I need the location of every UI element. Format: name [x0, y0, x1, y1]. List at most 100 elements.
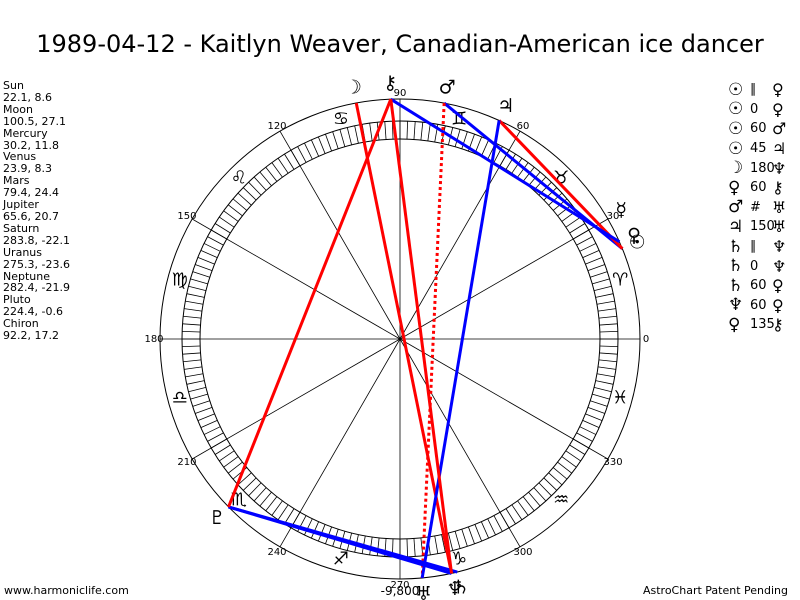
aspect-planet-2: ♆ — [772, 256, 787, 276]
footer-website[interactable]: www.harmoniclife.com — [4, 584, 129, 597]
degree-tick — [184, 308, 203, 312]
degree-tick — [186, 380, 205, 385]
aspect-line — [354, 102, 454, 574]
position-value: 224.4, -0.6 — [3, 305, 63, 319]
degree-tick — [441, 534, 446, 553]
degree-tick — [182, 323, 201, 326]
degree-label: 240 — [267, 547, 286, 558]
aspect-row: ♄ 60 ♀ — [728, 276, 786, 296]
degree-tick — [528, 491, 541, 507]
degree-tick — [346, 127, 353, 146]
degree-tick — [200, 249, 218, 259]
position-name: Mercury — [3, 126, 48, 140]
sign-spoke — [399, 218, 609, 340]
aspect-planet-2: ♂ — [772, 119, 787, 139]
degree-label: 180 — [144, 334, 163, 345]
degree-label: 90 — [394, 88, 407, 99]
degree-tick — [271, 162, 283, 178]
degree-tick — [592, 278, 610, 285]
degree-tick — [468, 526, 475, 544]
degree-tick — [579, 243, 597, 252]
degree-tick — [579, 426, 597, 435]
position-value: 79.4, 24.4 — [3, 186, 59, 200]
position-name: Pluto — [3, 293, 31, 307]
sign-glyph: ♋ — [333, 108, 349, 129]
aspect-planet-1: ☉ — [728, 118, 744, 139]
degree-tick — [596, 373, 615, 378]
degree-tick — [317, 136, 326, 154]
aspect-planet-1: ♄ — [728, 275, 744, 296]
degree-tick — [182, 352, 201, 355]
aspect-planet-2: ♆ — [772, 237, 787, 257]
degree-tick — [219, 450, 235, 462]
degree-tick — [232, 198, 248, 211]
position-value: 92.2, 17.2 — [3, 329, 59, 343]
aspect-type: 45 — [750, 141, 767, 157]
degree-label: 30 — [607, 211, 620, 222]
degree-tick — [505, 153, 516, 170]
sign-spoke — [191, 218, 401, 340]
sign-glyph: ♈ — [612, 269, 628, 290]
planet-glyph: ♅ — [415, 583, 432, 600]
degree-tick — [197, 256, 215, 265]
aspect-type: 60 — [750, 121, 767, 137]
position-value: 30.2, 11.8 — [3, 138, 59, 152]
aspect-type: 60 — [750, 297, 767, 313]
aspect-row: ♃ 150 ♅ — [728, 217, 786, 237]
planet-glyph: ☽ — [345, 76, 362, 98]
aspect-type: ∥ — [750, 82, 757, 98]
degree-tick — [522, 166, 535, 182]
degree-tick — [184, 366, 203, 370]
degree-tick — [565, 216, 581, 228]
degree-tick — [533, 487, 547, 502]
degree-label: 270 — [390, 580, 409, 591]
aspect-type: 180 — [750, 160, 775, 176]
aspect-line — [498, 119, 624, 250]
position-name: Uranus — [3, 245, 42, 259]
degree-tick — [517, 500, 529, 516]
degree-tick — [277, 504, 289, 520]
aspect-line — [420, 103, 446, 579]
degree-tick — [590, 400, 608, 407]
degree-tick — [182, 330, 201, 333]
degree-tick — [406, 121, 409, 140]
degree-tick — [543, 187, 558, 201]
degree-tick — [214, 223, 231, 234]
position-name: Jupiter — [3, 198, 39, 212]
aspect-planet-1: ☉ — [728, 99, 744, 120]
degree-tick — [597, 366, 616, 370]
degree-tick — [582, 419, 600, 429]
degree-tick — [590, 271, 608, 278]
degree-tick — [557, 461, 573, 474]
aspect-planet-1: ♄ — [728, 236, 744, 257]
degree-tick — [413, 121, 416, 140]
degree-tick — [538, 482, 552, 497]
position-value: 23.9, 8.3 — [3, 162, 52, 176]
degree-tick — [461, 131, 468, 149]
degree-tick — [248, 482, 262, 497]
position-value: 100.5, 27.1 — [3, 114, 66, 128]
sign-spoke — [279, 130, 401, 340]
degree-tick — [447, 532, 454, 551]
degree-tick — [561, 456, 577, 468]
aspect-planet-2: ⚷ — [772, 178, 784, 198]
aspect-type: 60 — [750, 180, 767, 196]
position-value: 282.4, -21.9 — [3, 281, 70, 295]
degree-tick — [182, 345, 201, 348]
position-value: 283.8, -22.1 — [3, 233, 70, 247]
degree-tick — [505, 508, 516, 525]
planet-glyph: ♄ — [453, 577, 470, 599]
degree-tick — [304, 518, 313, 536]
aspect-planet-2: ♀ — [772, 99, 784, 119]
degree-tick — [548, 192, 563, 206]
degree-tick — [461, 529, 468, 547]
degree-tick — [185, 300, 204, 305]
aspect-row: ♀ 135 ⚷ — [728, 315, 786, 335]
position-name: Neptune — [3, 269, 51, 283]
degree-label: 330 — [603, 457, 622, 468]
degree-tick — [552, 467, 568, 480]
degree-tick — [227, 461, 243, 474]
degree-tick — [480, 139, 490, 157]
position-name: Mars — [3, 174, 30, 188]
